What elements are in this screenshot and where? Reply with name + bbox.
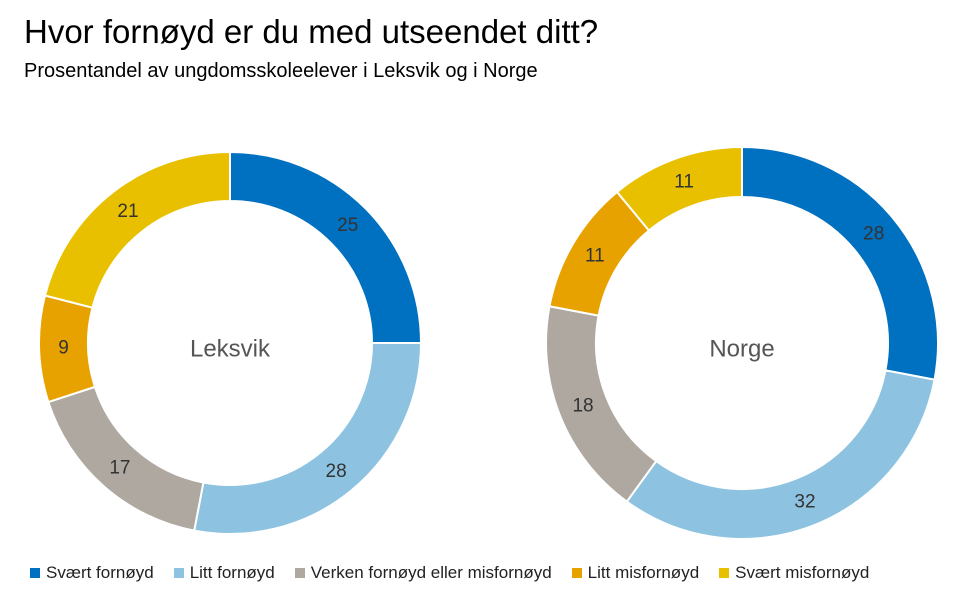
legend: Svært fornøyd Litt fornøyd Verken fornøyd … <box>30 561 889 585</box>
legend-label: Svært misfornøyd <box>735 563 870 582</box>
legend-label: Litt misfornøyd <box>587 563 700 582</box>
chart-subtitle: Prosentandel av ungdomsskoleelever i Lek… <box>24 60 538 82</box>
norge-slice-litt-forn-yd <box>625 369 936 540</box>
leksvik-slice-sv-rt-misforn-yd <box>43 150 231 309</box>
legend-swatch <box>719 568 730 578</box>
legend-item-sv-rt-forn-yd: Svært fornøyd <box>30 563 154 583</box>
norge-data-label-4: 11 <box>674 172 694 193</box>
leksvik-data-label-1: 28 <box>326 461 347 482</box>
legend-label: Verken fornøyd eller misfornøyd <box>310 563 552 582</box>
norge-data-label-0: 28 <box>863 224 884 245</box>
leksvik-slice-litt-forn-yd <box>193 342 423 535</box>
leksvik-data-label-0: 25 <box>337 215 358 236</box>
legend-item-verken-forn-yd-eller-misforn-yd: Verken fornøyd eller misfornøyd <box>294 563 552 583</box>
norge-slice-sv-rt-misforn-yd <box>615 145 743 232</box>
chart-title: Hvor fornøyd er du med utseendet ditt? <box>24 13 599 50</box>
norge-slice-verken-forn-yd-eller-misforn-yd <box>545 305 658 503</box>
legend-item-sv-rt-misforn-yd: Svært misfornøyd <box>719 563 869 583</box>
legend-label: Svært fornøyd <box>46 563 154 582</box>
norge-center-label: Norge <box>709 336 774 363</box>
legend-swatch <box>30 568 40 578</box>
leksvik-slice-sv-rt-forn-yd <box>229 150 423 344</box>
legend-item-litt-forn-yd: Litt fornøyd <box>173 563 275 583</box>
leksvik-center-label: Leksvik <box>190 336 271 363</box>
norge-data-label-3: 11 <box>585 245 605 266</box>
legend-swatch <box>294 568 305 578</box>
leksvik-data-label-2: 17 <box>109 457 130 478</box>
legend-label: Litt fornøyd <box>189 563 275 582</box>
legend-swatch <box>173 568 184 578</box>
legend-swatch <box>571 568 582 578</box>
leksvik-data-label-3: 9 <box>58 338 69 359</box>
leksvik-data-label-4: 21 <box>117 201 138 222</box>
norge-data-label-2: 18 <box>572 395 593 416</box>
legend-item-litt-misforn-yd: Litt misfornøyd <box>571 563 700 583</box>
norge-data-label-1: 32 <box>794 491 815 512</box>
